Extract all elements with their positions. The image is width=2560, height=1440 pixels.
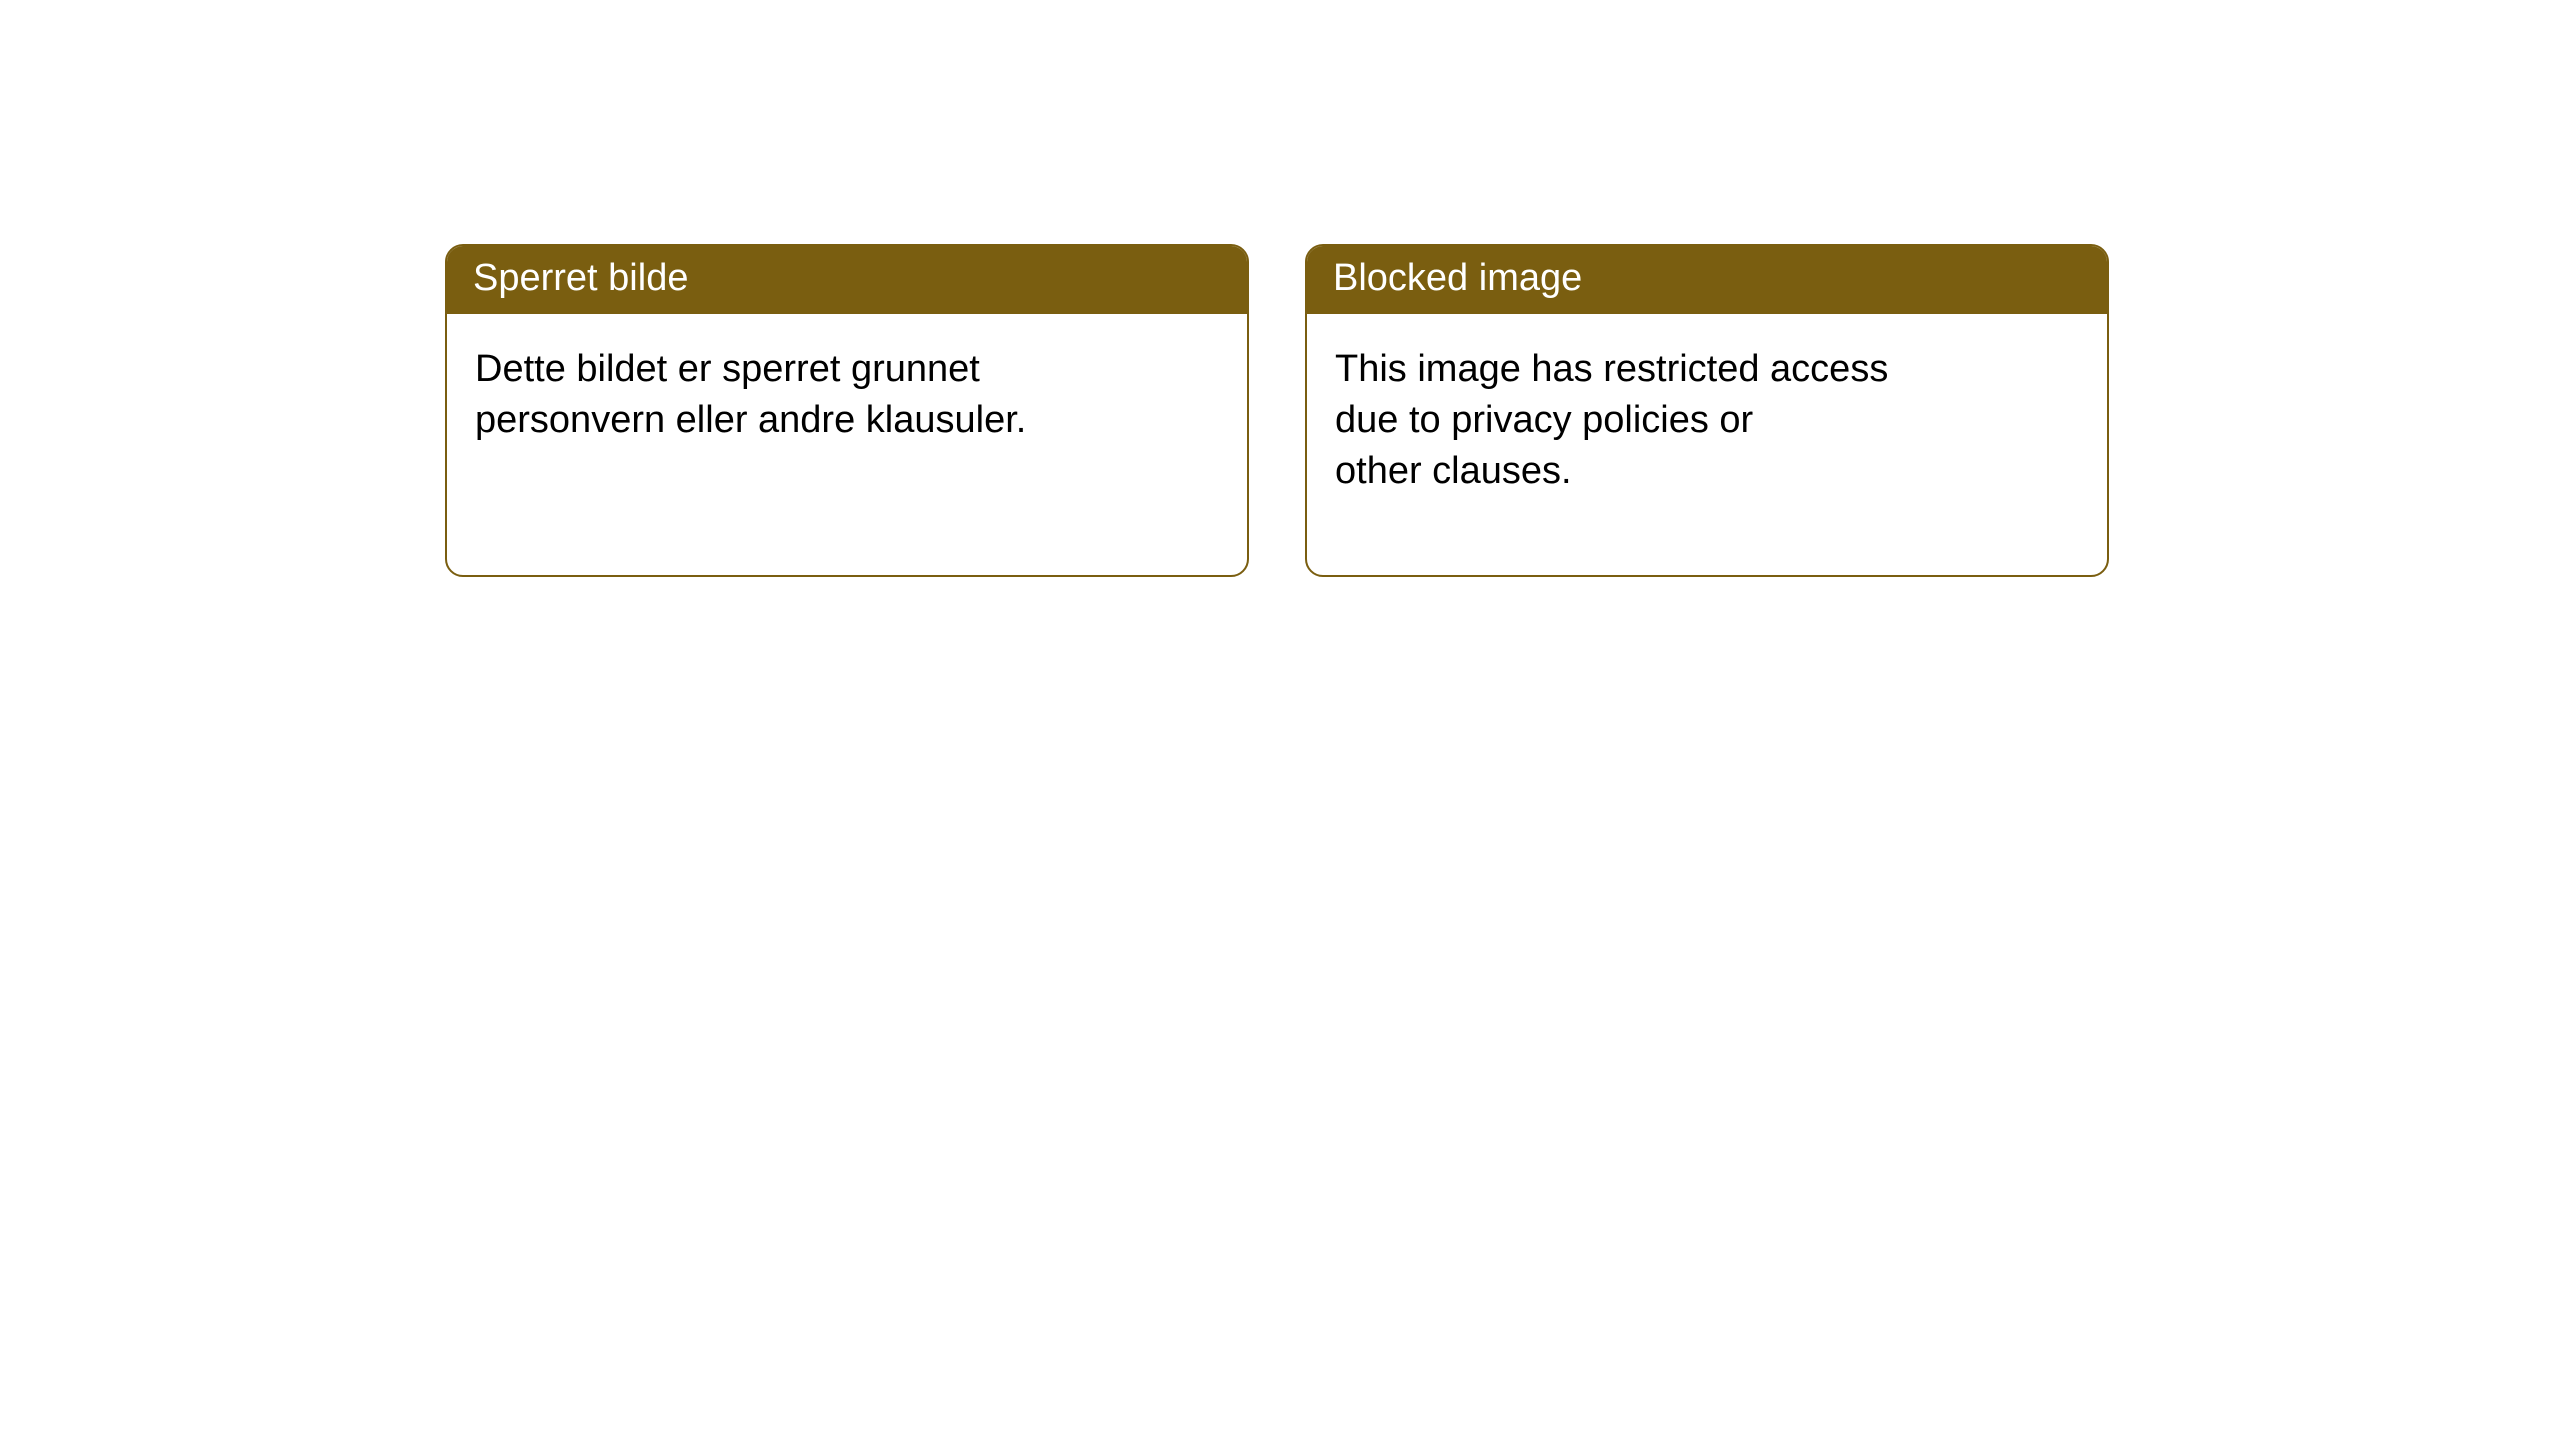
- notice-container: Sperret bilde Dette bildet er sperret gr…: [0, 0, 2560, 577]
- notice-title: Blocked image: [1333, 256, 2081, 302]
- notice-body: Dette bildet er sperret grunnet personve…: [447, 314, 1247, 477]
- notice-message: This image has restricted access due to …: [1335, 344, 2079, 498]
- notice-title: Sperret bilde: [473, 256, 1221, 302]
- notice-message: Dette bildet er sperret grunnet personve…: [475, 344, 1219, 447]
- notice-header: Sperret bilde: [447, 246, 1247, 314]
- notice-body: This image has restricted access due to …: [1307, 314, 2107, 528]
- notice-card-norwegian: Sperret bilde Dette bildet er sperret gr…: [445, 244, 1249, 577]
- notice-card-english: Blocked image This image has restricted …: [1305, 244, 2109, 577]
- notice-header: Blocked image: [1307, 246, 2107, 314]
